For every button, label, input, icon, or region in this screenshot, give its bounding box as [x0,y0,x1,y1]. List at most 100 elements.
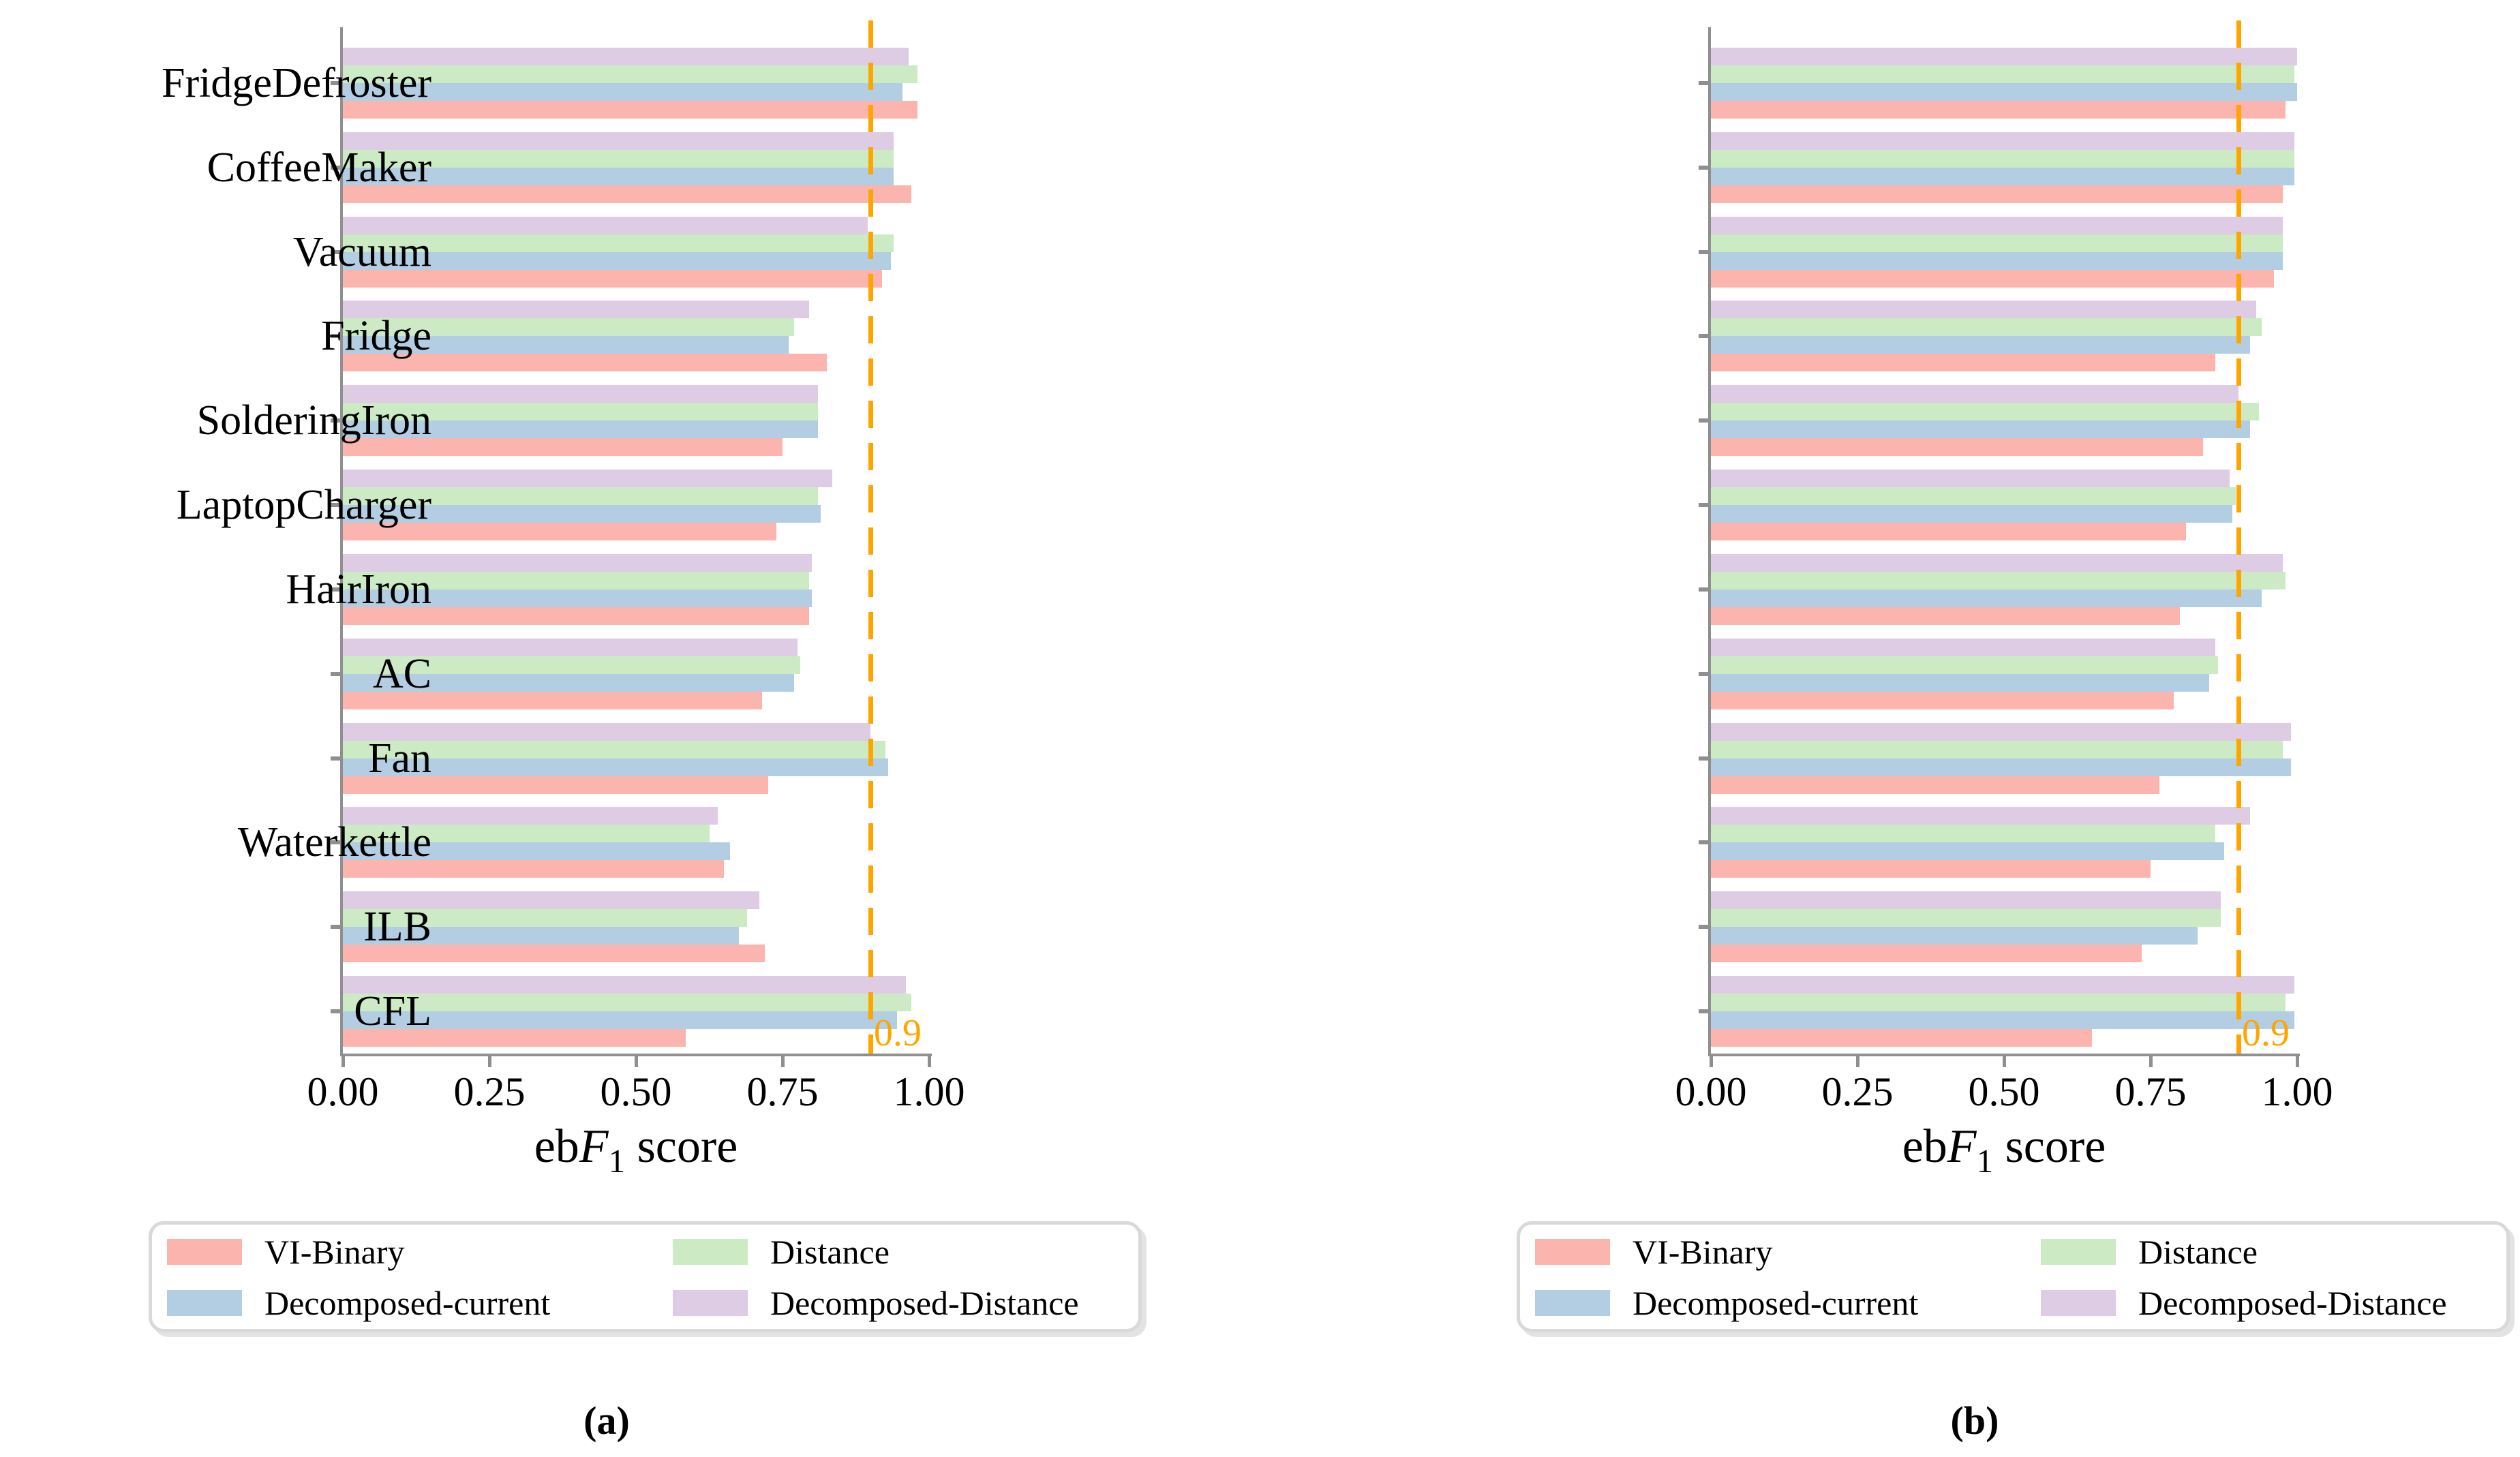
x-tick-mark [341,1056,345,1067]
bar-ilb-distance [1711,909,2221,927]
bar-vacuum-decomposed-distance [343,216,868,234]
bar-laptopcharger-decomposed-distance [343,470,832,488]
xlabel-subscript: 1 [1976,1142,1994,1180]
category-label-waterkettle: Waterkettle [237,819,431,866]
bar-ac-decomposed-distance [1711,638,2215,656]
bar-fan-decomposed-distance [1711,722,2291,741]
bar-ac-decomposed-distance [343,638,798,656]
bar-fridge-distance [343,318,794,337]
x-tick-label-0.50: 0.50 [1968,1069,2040,1114]
bar-waterkettle-distance [1711,825,2215,843]
bar-vacuum-vi-binary [1711,269,2274,288]
bar-cfl-decomposed-distance [1711,976,2294,994]
bar-ac-decomposed-current [343,673,794,692]
bar-laptopcharger-vi-binary [343,523,776,541]
bar-vacuum-distance [343,234,894,252]
category-label-fan: Fan [368,735,431,782]
panel-caption-b: (b) [1950,1398,1999,1443]
y-tick-mark [1699,418,1708,423]
bar-laptopcharger-decomposed-current [1711,505,2232,523]
bar-fridge-distance [1711,318,2262,337]
bar-fridgedefroster-decomposed-current [1711,82,2297,101]
y-tick-mark [1699,503,1708,508]
bar-laptopcharger-decomposed-current [343,505,821,523]
bar-ilb-decomposed-distance [1711,891,2221,910]
x-tick-mark [2149,1056,2153,1067]
legend-label-decomposed-distance: Decomposed-Distance [770,1284,1079,1322]
chart-panel-a: FridgeDefroster CoffeeMaker Vacuum Fridge So… [149,20,1142,1441]
x-axis-label: ebF1 score [534,1120,738,1178]
bar-ilb-decomposed-distance [343,891,759,910]
y-tick-mark [331,334,340,339]
x-tick-label-0.25: 0.25 [453,1069,526,1114]
bar-coffeemaker-distance [1711,149,2294,168]
bar-hairiron-vi-binary [343,607,809,625]
category-label-cfl: CFL [354,988,431,1035]
bar-fridge-decomposed-distance [343,301,809,319]
xlabel-italic-f: F [1947,1120,1977,1173]
bar-fan-distance [343,740,885,758]
bar-fridgedefroster-vi-binary [343,100,917,119]
x-axis-spine [340,1054,932,1056]
bar-fan-decomposed-current [1711,758,2291,776]
bar-fan-vi-binary [1711,776,2159,794]
bar-ac-distance [343,656,800,674]
bar-ac-vi-binary [1711,691,2174,709]
xlabel-subscript: 1 [608,1142,626,1180]
bar-solderingiron-decomposed-current [343,420,818,439]
bar-vacuum-distance [1711,234,2283,252]
category-label-hairiron: HairIron [286,566,431,613]
bar-coffeemaker-decomposed-distance [1711,132,2294,150]
x-axis-label: ebF1 score [1902,1120,2106,1178]
legend-label-decomposed-distance: Decomposed-Distance [2138,1284,2447,1322]
category-label-solderingiron: SolderingIron [196,397,431,444]
bar-fridgedefroster-decomposed-distance [1711,47,2297,65]
bar-fridgedefroster-vi-binary [1711,100,2286,119]
xlabel-suffix: score [625,1120,738,1173]
bar-hairiron-decomposed-distance [1711,553,2283,572]
y-tick-mark [331,756,340,761]
y-axis-spine [340,27,343,1054]
bar-fan-decomposed-distance [343,722,870,741]
threshold-line-0.9 [2236,20,2241,1054]
bar-hairiron-decomposed-current [1711,589,2262,607]
legend-label-distance: Distance [2138,1233,2258,1271]
bar-coffeemaker-decomposed-current [343,167,894,185]
legend-swatch-decomposed-current [167,1290,242,1316]
y-tick-mark [331,80,340,85]
bar-hairiron-distance [343,571,809,589]
bar-cfl-decomposed-current [1711,1011,2294,1030]
y-tick-mark [331,418,340,423]
bar-waterkettle-decomposed-distance [1711,807,2250,825]
y-tick-mark [331,165,340,170]
bar-fridge-decomposed-current [1711,336,2250,354]
chart-panel-b: FridgeDefroster CoffeeMaker Vacuum Fridge So… [162,20,2510,1441]
x-tick-mark [2296,1056,2299,1067]
bar-laptopcharger-distance [343,487,818,506]
bar-ac-distance [1711,656,2218,674]
y-tick-mark [331,840,340,845]
y-tick-mark [1699,80,1708,85]
xlabel-italic-f: F [579,1120,609,1173]
x-tick-label-0.75: 0.75 [746,1069,819,1114]
bar-solderingiron-decomposed-current [1711,420,2250,439]
y-tick-mark [331,249,340,254]
bar-coffeemaker-distance [343,149,894,168]
legend-swatch-vi-binary [1535,1239,1610,1265]
y-tick-mark [331,1009,340,1014]
xlabel-prefix: eb [534,1120,579,1173]
y-tick-mark [1699,165,1708,170]
bar-solderingiron-vi-binary [1711,438,2203,457]
x-tick-mark [928,1056,931,1067]
threshold-label: 0.9 [874,1012,922,1054]
legend-swatch-distance [673,1239,748,1265]
bar-fridgedefroster-distance [1711,65,2294,83]
x-tick-mark [781,1056,785,1067]
x-tick-label-0.00: 0.00 [307,1069,379,1114]
y-tick-mark [331,925,340,930]
bar-cfl-distance [1711,994,2286,1012]
x-axis-spine [1708,1054,2300,1056]
category-label-fridge: Fridge [321,313,431,360]
bar-ilb-vi-binary [343,945,765,963]
bar-vacuum-decomposed-distance [1711,216,2283,234]
